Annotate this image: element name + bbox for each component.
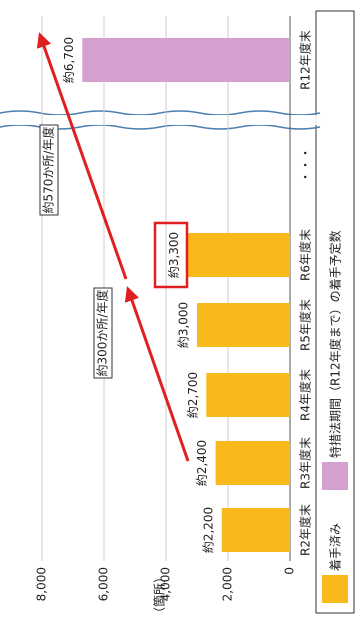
x-tick-label: R12年度末 bbox=[298, 30, 313, 90]
value-label: 約3,300 bbox=[166, 232, 181, 278]
legend-label: 特措法期間（R12年度まで）の着手予定数 bbox=[328, 230, 343, 458]
x-tick-label: R4年度末 bbox=[298, 369, 313, 421]
trend-arrow bbox=[124, 286, 190, 462]
x-tick-label: ・・・ bbox=[299, 147, 313, 183]
value-label: 約3,000 bbox=[176, 302, 191, 348]
annotation-box bbox=[93, 287, 113, 379]
legend-box bbox=[315, 10, 355, 614]
legend-swatch bbox=[322, 462, 348, 490]
bar bbox=[187, 233, 290, 277]
trend-arrow bbox=[36, 32, 128, 280]
x-tick-label: R3年度末 bbox=[298, 437, 313, 489]
annotation: 約300か所/年度 bbox=[95, 290, 110, 377]
bar bbox=[221, 508, 290, 552]
rotated-chart: （箇所） 0 2,000 4,000 6,000 8,000 R2年度末 R3年度末 R4年度… bbox=[0, 10, 355, 619]
bar bbox=[215, 441, 291, 485]
y-tick-label: 2,000 bbox=[221, 567, 235, 601]
y-tick-label: 4,000 bbox=[159, 567, 173, 601]
highlight-box bbox=[153, 221, 189, 289]
value-label: 約6,700 bbox=[61, 37, 76, 83]
x-tick-label: R6年度末 bbox=[298, 229, 313, 281]
y-tick-label: 6,000 bbox=[97, 567, 111, 601]
y-tick-label: 8,000 bbox=[35, 567, 49, 601]
x-tick-label: R2年度末 bbox=[298, 504, 313, 556]
legend-swatch bbox=[322, 575, 348, 603]
bar bbox=[206, 373, 290, 417]
y-axis-label: （箇所） bbox=[153, 571, 167, 619]
annotation-box bbox=[39, 124, 59, 216]
x-tick-label: R5年度末 bbox=[298, 299, 313, 351]
y-tick-label: 0 bbox=[283, 567, 297, 575]
value-label: 約2,700 bbox=[185, 372, 200, 418]
axis-break-gap bbox=[0, 115, 330, 125]
bar bbox=[197, 303, 290, 347]
legend-label: 着手済み bbox=[328, 523, 343, 571]
bar bbox=[82, 38, 290, 82]
value-label: 約2,400 bbox=[194, 440, 209, 486]
annotation: 約570か所/年度 bbox=[41, 127, 56, 214]
value-label: 約2,200 bbox=[200, 507, 215, 553]
